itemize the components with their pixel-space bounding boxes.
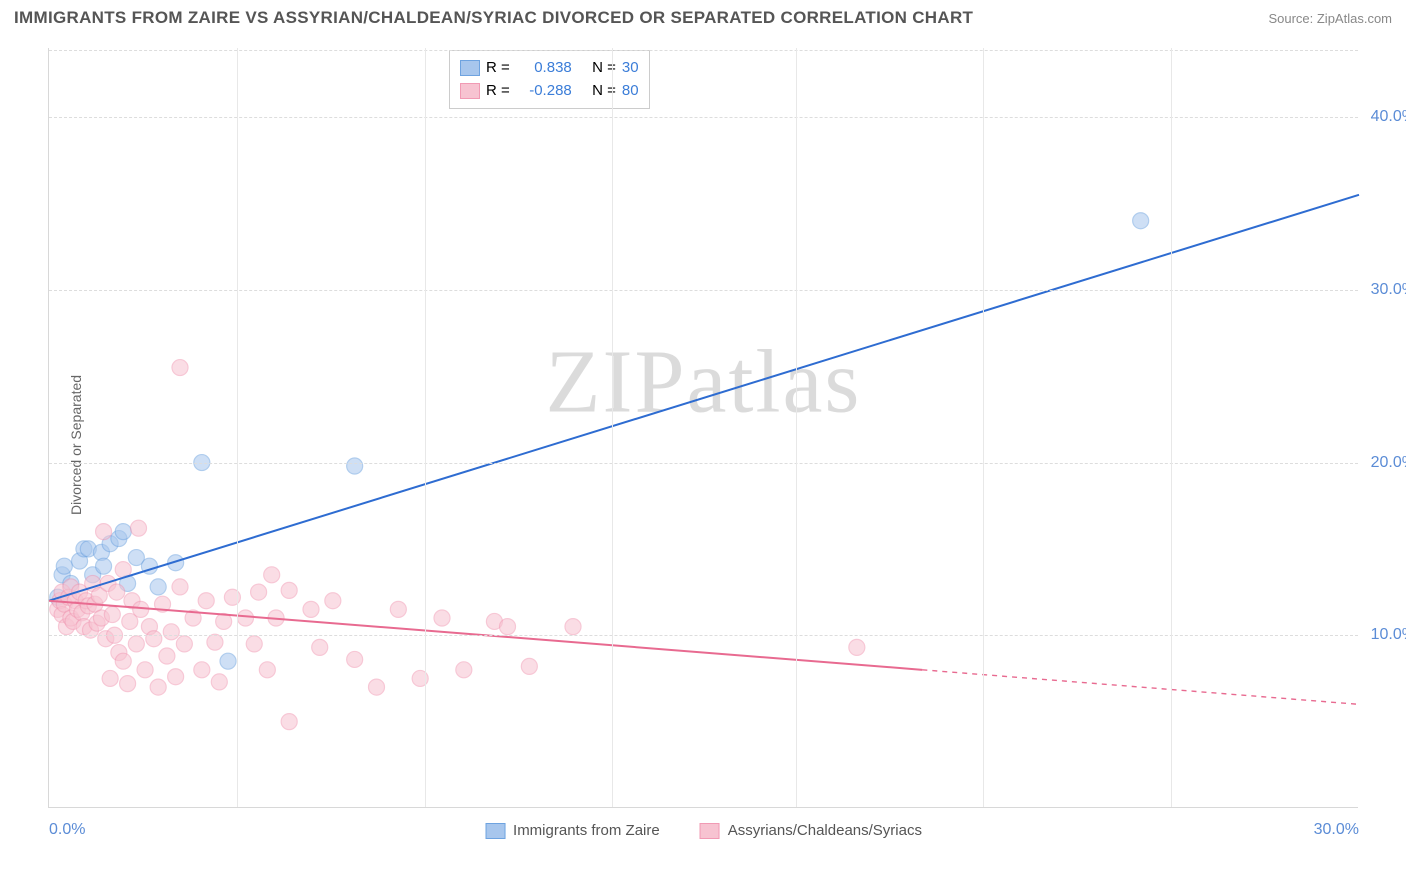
r-value-2: -0.288 bbox=[516, 80, 572, 103]
xlegend-label-1: Immigrants from Zaire bbox=[513, 822, 660, 839]
chart-area: Divorced or Separated ZIPatlas R = 0.838… bbox=[0, 40, 1406, 850]
scatter-svg bbox=[49, 48, 1358, 807]
n-value-2: 80 bbox=[622, 80, 639, 103]
r-label: R = bbox=[486, 57, 510, 80]
x-tick-label: 30.0% bbox=[1314, 821, 1359, 839]
y-tick-label: 40.0% bbox=[1371, 108, 1406, 126]
header: IMMIGRANTS FROM ZAIRE VS ASSYRIAN/CHALDE… bbox=[0, 0, 1406, 32]
r-label-2: R = bbox=[486, 80, 510, 103]
xlegend-item-1: Immigrants from Zaire bbox=[485, 822, 660, 839]
x-axis-legend: Immigrants from Zaire Assyrians/Chaldean… bbox=[485, 822, 922, 839]
n-value-1: 30 bbox=[622, 57, 639, 80]
xlegend-item-2: Assyrians/Chaldeans/Syriacs bbox=[700, 822, 922, 839]
stats-legend: R = 0.838 N = 30 R = -0.288 N = 80 bbox=[449, 50, 650, 109]
xlegend-label-2: Assyrians/Chaldeans/Syriacs bbox=[728, 822, 922, 839]
swatch-series-2 bbox=[460, 83, 480, 99]
y-tick-label: 20.0% bbox=[1371, 454, 1406, 472]
chart-title: IMMIGRANTS FROM ZAIRE VS ASSYRIAN/CHALDE… bbox=[14, 8, 973, 28]
y-tick-label: 10.0% bbox=[1371, 626, 1406, 644]
swatch-series-1 bbox=[460, 60, 480, 76]
y-tick-label: 30.0% bbox=[1371, 281, 1406, 299]
plot-area: ZIPatlas R = 0.838 N = 30 R = -0.288 N =… bbox=[48, 48, 1358, 808]
swatch-icon bbox=[700, 823, 720, 839]
source-label: Source: ZipAtlas.com bbox=[1268, 11, 1392, 26]
r-value-1: 0.838 bbox=[516, 57, 572, 80]
swatch-icon bbox=[485, 823, 505, 839]
x-tick-label: 0.0% bbox=[49, 821, 85, 839]
